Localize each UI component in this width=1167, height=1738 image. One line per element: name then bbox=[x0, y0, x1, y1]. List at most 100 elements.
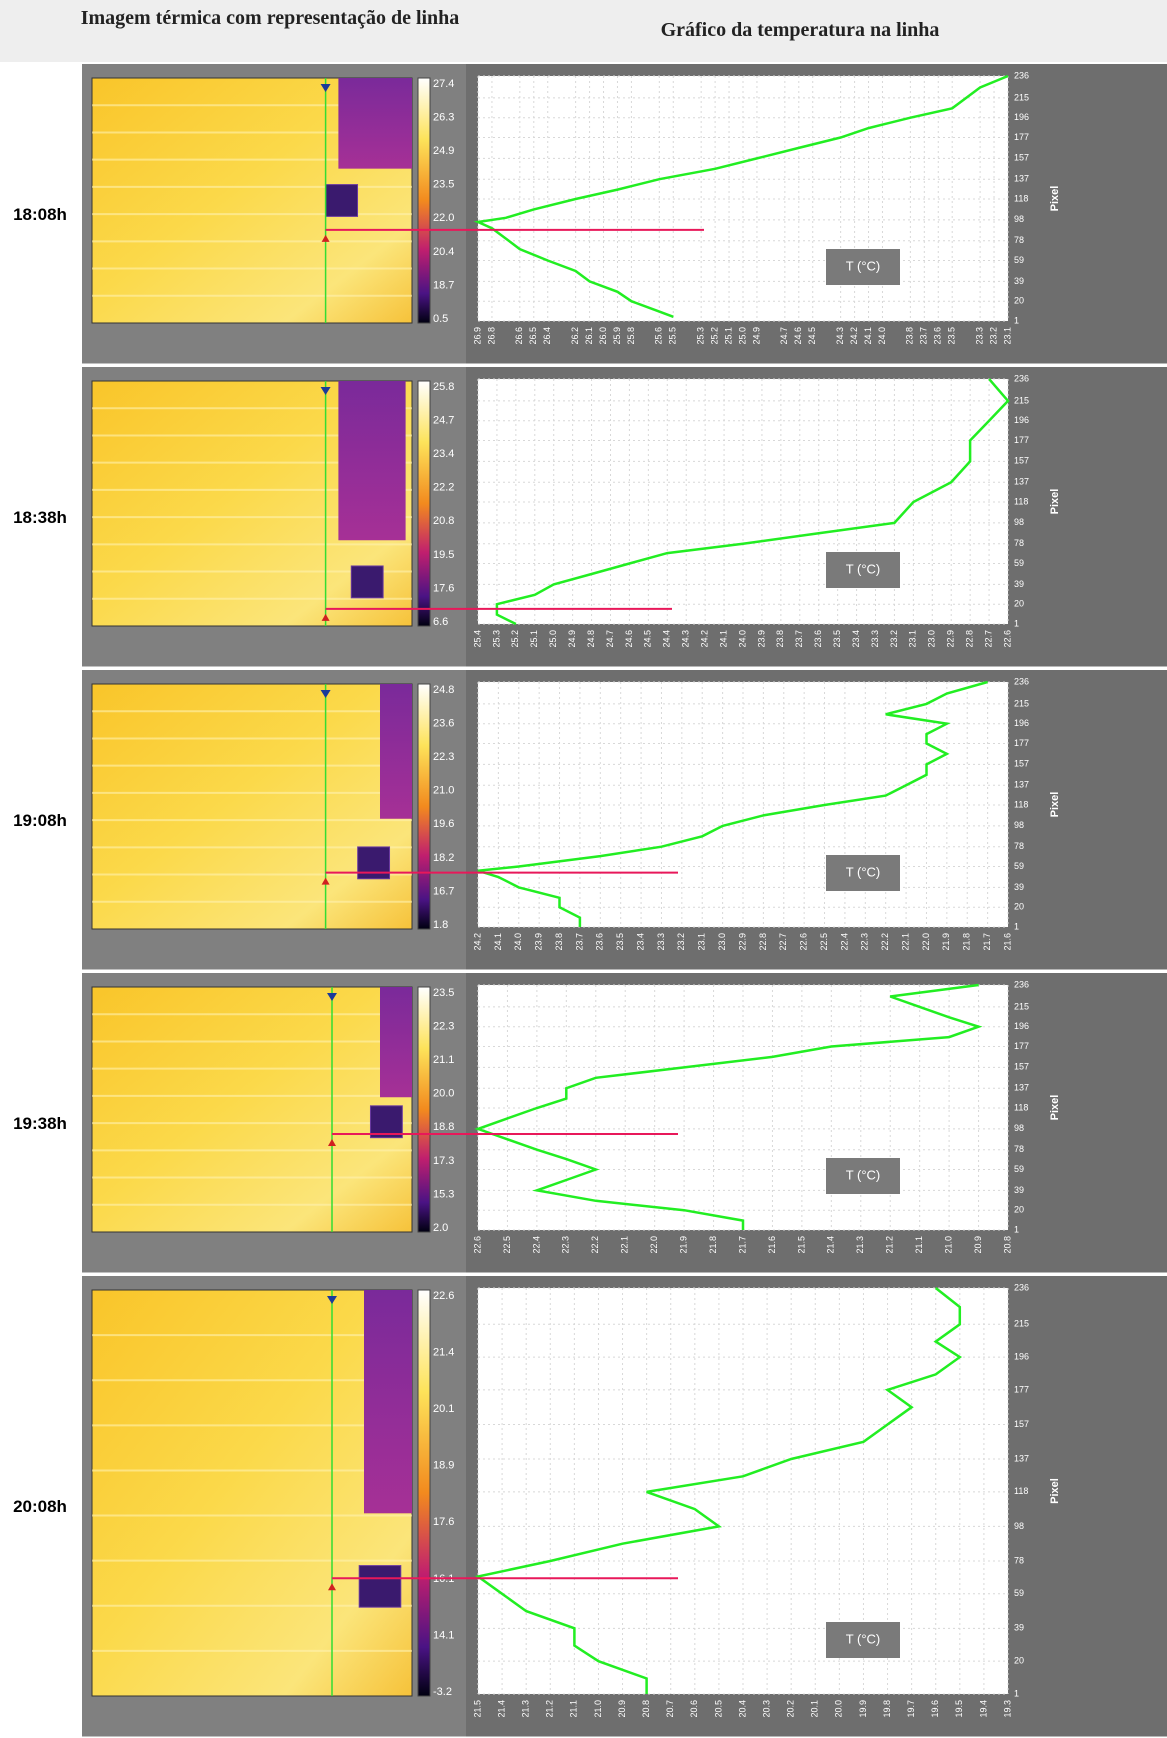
x-tick-label: 23.0 bbox=[717, 933, 727, 951]
y-tick-label: 39 bbox=[1014, 1185, 1024, 1195]
x-tick-label: 23.1 bbox=[908, 630, 918, 648]
x-tick-label: 25.4 bbox=[472, 630, 482, 648]
colorbar-label: 18.2 bbox=[433, 852, 454, 864]
temperature-line bbox=[477, 680, 988, 927]
marker bbox=[328, 1583, 336, 1591]
y-tick-label: 196 bbox=[1014, 1351, 1029, 1361]
colorbar-label: 19.5 bbox=[433, 549, 454, 561]
x-tick-label: 22.4 bbox=[839, 933, 849, 951]
marker bbox=[321, 613, 330, 621]
x-tick-label: 19.7 bbox=[906, 1700, 916, 1718]
colorbar-label: 0.5 bbox=[433, 313, 448, 325]
colorbar-label: 17.6 bbox=[433, 1516, 454, 1528]
colorbar-label: 20.8 bbox=[433, 515, 454, 527]
x-tick-label: 23.8 bbox=[905, 327, 915, 345]
y-tick-label: 1 bbox=[1014, 315, 1019, 325]
y-tick-label: 39 bbox=[1014, 579, 1024, 589]
x-tick-label: 23.5 bbox=[832, 630, 842, 648]
x-tick-label: 25.3 bbox=[491, 630, 501, 648]
y-tick-label: 215 bbox=[1014, 1319, 1029, 1329]
x-tick-label: 19.6 bbox=[930, 1700, 940, 1718]
temperature-line bbox=[474, 983, 983, 1230]
x-tick-label: 22.7 bbox=[983, 630, 993, 648]
colorbar-label: 23.5 bbox=[433, 987, 454, 999]
temperature-line bbox=[474, 1287, 963, 1694]
header-image: Imagem térmica com representação de linh… bbox=[80, 7, 460, 29]
x-tick-label: 21.8 bbox=[962, 933, 972, 951]
colorbar-label: 24.7 bbox=[433, 414, 454, 426]
x-tick-label: 26.6 bbox=[514, 327, 524, 345]
colorbar-label: 18.7 bbox=[433, 279, 454, 291]
y-tick-label: 236 bbox=[1014, 676, 1029, 686]
x-axis-label-box bbox=[826, 855, 900, 891]
x-tick-label: 24.8 bbox=[586, 630, 596, 648]
x-tick-label: 24.9 bbox=[567, 630, 577, 648]
y-tick-label: 177 bbox=[1014, 1041, 1029, 1051]
thermal-image bbox=[91, 1289, 413, 1697]
y-tick-label: 157 bbox=[1014, 759, 1029, 769]
x-tick-label: 23.8 bbox=[554, 933, 564, 951]
y-tick-label: 215 bbox=[1014, 698, 1029, 708]
x-tick-label: 23.6 bbox=[595, 933, 605, 951]
colorbar-label: 17.6 bbox=[433, 582, 454, 594]
x-tick-label: 24.6 bbox=[624, 630, 634, 648]
y-tick-label: 59 bbox=[1014, 1588, 1024, 1598]
colorbar-label: 2.0 bbox=[433, 1222, 448, 1234]
y-tick-label: 78 bbox=[1014, 1144, 1024, 1154]
y-tick-label: 78 bbox=[1014, 841, 1024, 851]
y-tick-label: 236 bbox=[1014, 1282, 1029, 1292]
y-tick-label: 118 bbox=[1014, 193, 1028, 203]
x-tick-label: 21.2 bbox=[545, 1700, 555, 1718]
x-tick-label: 22.0 bbox=[649, 1236, 659, 1254]
colorbar-label: 21.0 bbox=[433, 785, 454, 797]
x-tick-label: 22.6 bbox=[472, 1236, 482, 1254]
x-tick-label: 25.8 bbox=[626, 327, 636, 345]
time-label: 19:08h bbox=[13, 810, 67, 830]
y-tick-label: 118 bbox=[1014, 799, 1028, 809]
y-tick-label: 118 bbox=[1014, 496, 1028, 506]
y-tick-label: 157 bbox=[1014, 456, 1029, 466]
x-tick-label: 26.2 bbox=[570, 327, 580, 345]
cold-block bbox=[358, 1565, 402, 1608]
temperature-line bbox=[495, 378, 1010, 626]
y-tick-label: 39 bbox=[1014, 882, 1024, 892]
x-tick-label: 23.2 bbox=[676, 933, 686, 951]
x-tick-label: 22.2 bbox=[590, 1236, 600, 1254]
y-tick-label: 20 bbox=[1014, 1205, 1024, 1215]
y-tick-label: 98 bbox=[1014, 1521, 1024, 1531]
y-tick-label: 137 bbox=[1014, 174, 1029, 184]
y-tick-label: 137 bbox=[1014, 477, 1029, 487]
x-tick-label: 24.1 bbox=[718, 630, 728, 648]
x-tick-label: 20.1 bbox=[810, 1700, 820, 1718]
cold-block bbox=[325, 184, 359, 217]
colorbar-label: 20.1 bbox=[433, 1403, 454, 1415]
colorbar-label: 14.1 bbox=[433, 1629, 454, 1641]
y-tick-label: 215 bbox=[1014, 92, 1029, 102]
colorbar-label: 22.0 bbox=[433, 212, 454, 224]
x-tick-label: 21.4 bbox=[826, 1236, 836, 1254]
colorbar bbox=[417, 683, 431, 930]
x-tick-label: 23.7 bbox=[574, 933, 584, 951]
x-tick-label: 26.0 bbox=[598, 327, 608, 345]
x-tick-label: 22.2 bbox=[880, 933, 890, 951]
x-tick-label: 20.2 bbox=[786, 1700, 796, 1718]
x-tick-label: 22.4 bbox=[531, 1236, 541, 1254]
x-tick-label: 19.3 bbox=[1002, 1700, 1012, 1718]
x-tick-label: 24.1 bbox=[493, 933, 503, 951]
x-tick-label: 25.0 bbox=[737, 327, 747, 345]
x-tick-label: 24.3 bbox=[681, 630, 691, 648]
y-tick-label: 236 bbox=[1014, 373, 1029, 383]
x-tick-label: 25.2 bbox=[510, 630, 520, 648]
colorbar-label: 25.8 bbox=[433, 381, 454, 393]
x-tick-label: 23.4 bbox=[635, 933, 645, 951]
x-axis-label: T (°C) bbox=[846, 864, 881, 879]
x-tick-label: 21.3 bbox=[855, 1236, 865, 1254]
y-tick-label: 20 bbox=[1014, 296, 1024, 306]
x-tick-label: 22.9 bbox=[946, 630, 956, 648]
colorbar-label: 1.8 bbox=[433, 919, 448, 931]
y-axis-label: Pixel bbox=[1049, 1095, 1061, 1121]
x-tick-label: 22.3 bbox=[561, 1236, 571, 1254]
marker bbox=[320, 387, 331, 395]
colorbar bbox=[417, 986, 431, 1233]
